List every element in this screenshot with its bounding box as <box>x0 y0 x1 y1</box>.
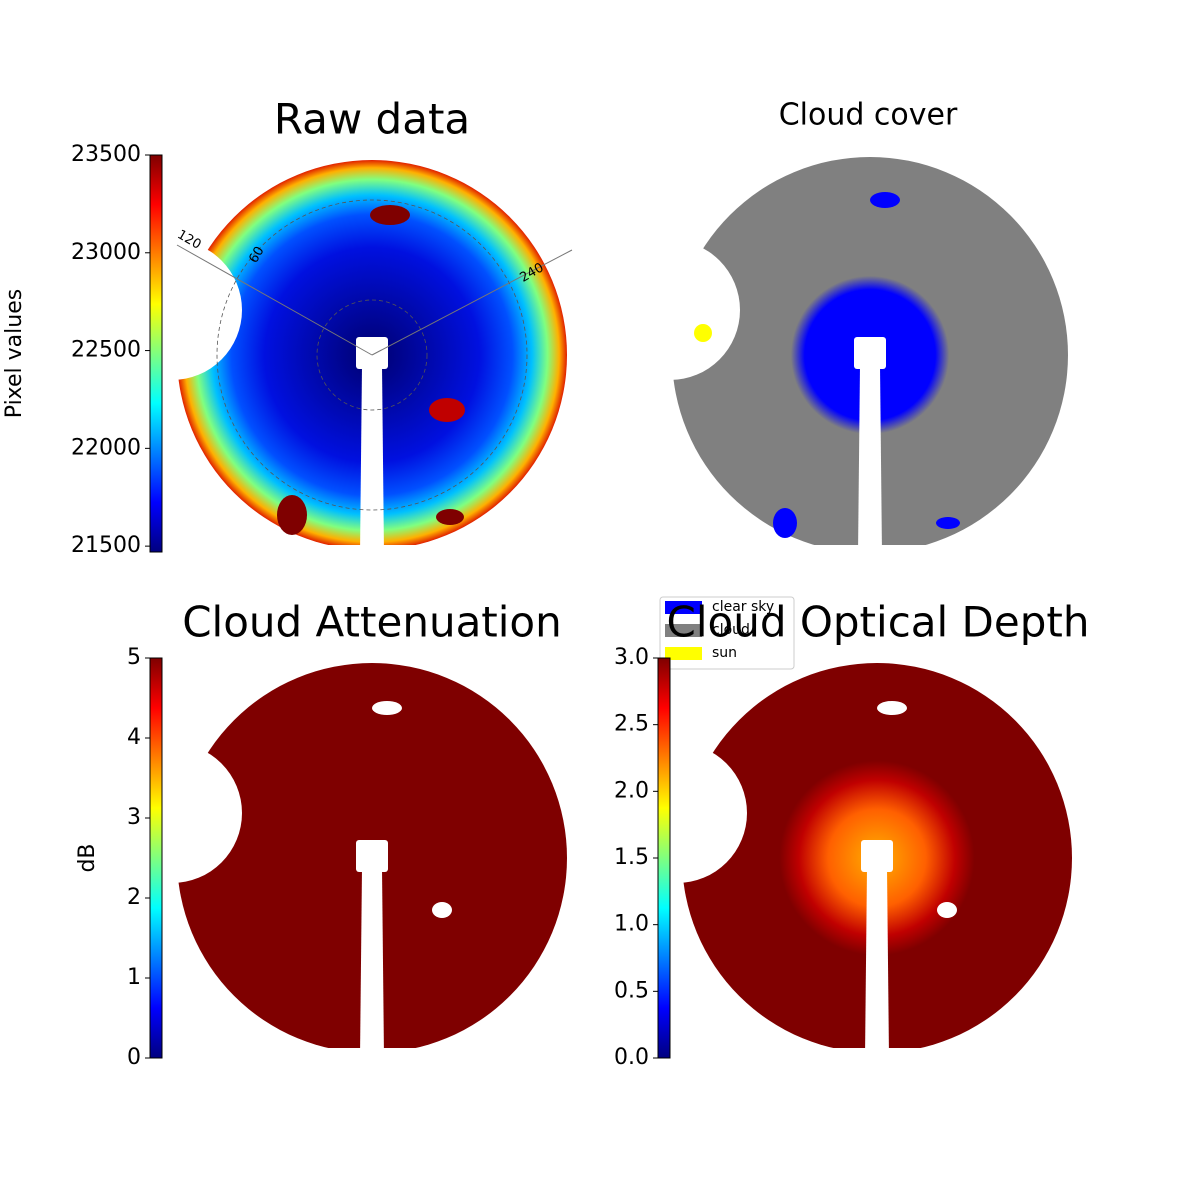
colorbar-tick-label: 5 <box>127 645 141 670</box>
cloud-cover-image <box>600 157 1120 575</box>
colorbar <box>149 657 163 1059</box>
colorbar-label: dB <box>75 843 100 872</box>
colorbar-tick-label: 0.0 <box>614 1045 649 1070</box>
panel-title: Raw data <box>274 95 470 144</box>
legend-swatch <box>665 601 702 614</box>
colorbar-tick-label: 1 <box>127 965 141 990</box>
colorbar-tick-label: 0.5 <box>614 978 649 1003</box>
colorbar-tick-label: 2 <box>127 885 141 910</box>
colorbar-tick-label: 1.5 <box>614 845 649 870</box>
panel-title: Cloud cover <box>779 98 958 133</box>
colorbar-tick-label: 3 <box>127 805 141 830</box>
colorbar-tick-label: 21500 <box>71 533 141 558</box>
colorbar-tick-label: 22500 <box>71 338 141 363</box>
colorbar-tick-label: 3.0 <box>614 645 649 670</box>
legend-label: clear sky <box>712 599 774 615</box>
raw-image: 120 60 240 <box>102 160 622 575</box>
optical-depth-image <box>607 663 1127 1078</box>
colorbar-tick-label: 1.0 <box>614 912 649 937</box>
colorbar-tick-label: 2.5 <box>614 712 649 737</box>
legend-label: sun <box>712 645 737 661</box>
colorbar <box>657 657 671 1059</box>
polar-label: 60 <box>246 244 267 266</box>
panel-title: Cloud Optical Depth <box>667 598 1090 647</box>
colorbar-tick-label: 23500 <box>71 142 141 167</box>
legend-label: cloud <box>712 622 750 638</box>
attenuation-image <box>102 663 622 1078</box>
colorbar-tick-label: 0 <box>127 1045 141 1070</box>
panel-title: Cloud Attenuation <box>182 598 562 647</box>
colorbar <box>149 154 163 553</box>
legend-swatch <box>665 624 702 637</box>
legend: clear sky cloud sun <box>659 596 795 670</box>
legend-swatch <box>665 647 702 660</box>
colorbar-tick-label: 23000 <box>71 240 141 265</box>
colorbar-tick-label: 4 <box>127 725 141 750</box>
colorbar-label: Pixel values <box>2 289 27 418</box>
colorbar-tick-label: 22000 <box>71 435 141 460</box>
colorbar-tick-label: 2.0 <box>614 778 649 803</box>
